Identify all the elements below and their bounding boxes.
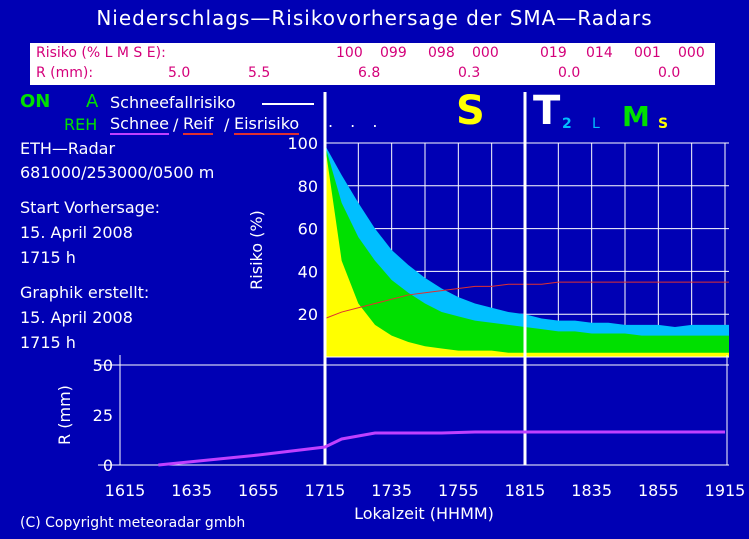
rain-value: 0.3 xyxy=(458,65,481,81)
indicator-l: L xyxy=(592,116,600,132)
risk-summary-bar: Risiko (% L M S E): 100 099 098 000 019 … xyxy=(30,43,715,85)
rain-y-axis-label: R (mm) xyxy=(55,385,74,445)
created-time: 1715 h xyxy=(20,333,76,352)
risk-area-s xyxy=(325,145,729,357)
x-tick-label: 1635 xyxy=(171,481,212,500)
risk-value: 001 xyxy=(634,45,661,61)
on-label: ON xyxy=(20,91,51,112)
chart-title: Niederschlags—Risikovorhersage der SMA—R… xyxy=(96,6,653,30)
indicator-m: M xyxy=(622,100,650,133)
x-tick-label: 1735 xyxy=(371,481,412,500)
rain-value: 5.0 xyxy=(168,65,191,81)
radar-coords: 681000/253000/0500 m xyxy=(20,163,215,182)
x-tick-label: 1835 xyxy=(571,481,612,500)
rain-y-tick-label: 25 xyxy=(93,406,113,425)
indicator-s-small: S xyxy=(658,116,669,132)
risk-value: 098 xyxy=(428,45,455,61)
risk-value: 019 xyxy=(540,45,567,61)
risk-value: 100 xyxy=(336,45,363,61)
rain-label: R (mm): xyxy=(36,65,94,81)
risk-value: 000 xyxy=(472,45,499,61)
rain-line xyxy=(158,430,725,467)
rain-y-tick-label: 0 xyxy=(103,456,113,475)
forecast-start-date: 15. April 2008 xyxy=(20,223,133,242)
radar-name: ETH—Radar xyxy=(20,139,116,158)
rain-value: 5.5 xyxy=(248,65,271,81)
risk-value: 014 xyxy=(586,45,613,61)
risk-y-tick-label: 80 xyxy=(298,177,318,196)
indicator-dots: . . . xyxy=(328,112,384,131)
x-axis-label: Lokalzeit (HHMM) xyxy=(354,504,494,523)
rain-value: 0.0 xyxy=(658,65,681,81)
forecast-start-time: 1715 h xyxy=(20,248,76,267)
forecast-start-label: Start Vorhersage: xyxy=(20,198,161,217)
eis-legend-label: Eisrisiko xyxy=(234,114,300,135)
x-tick-label: 1715 xyxy=(305,481,346,500)
risk-area-m xyxy=(325,145,729,357)
risk-y-tick-label: 100 xyxy=(287,134,318,153)
x-tick-label: 1655 xyxy=(238,481,279,500)
legend-slash: / xyxy=(173,115,179,134)
rain-y-tick-label: 50 xyxy=(93,356,113,375)
risk-y-axis-label: Risiko (%) xyxy=(247,210,266,290)
x-tick-label: 1755 xyxy=(438,481,479,500)
x-tick-label: 1815 xyxy=(505,481,546,500)
snowfall-legend-line xyxy=(262,103,314,105)
legend-slash: / xyxy=(224,115,230,134)
created-date: 15. April 2008 xyxy=(20,308,133,327)
risk-label: Risiko (% L M S E): xyxy=(36,45,166,61)
created-label: Graphik erstellt: xyxy=(20,283,150,302)
ice-risk-line xyxy=(324,281,729,319)
risk-value: 000 xyxy=(678,45,705,61)
schnee-legend-label: Schnee xyxy=(110,114,169,135)
indicator-s: S xyxy=(456,88,485,134)
x-tick-label: 1615 xyxy=(105,481,146,500)
x-tick-label: 1855 xyxy=(638,481,679,500)
rain-value: 6.8 xyxy=(358,65,381,81)
indicator-t-sub: 2 xyxy=(562,116,572,132)
a-label: A xyxy=(86,91,99,112)
x-tick-label: 1915 xyxy=(705,481,746,500)
risk-y-tick-label: 20 xyxy=(298,305,318,324)
risk-y-tick-label: 40 xyxy=(298,262,318,281)
copyright: (C) Copyright meteoradar gmbh xyxy=(20,515,246,531)
risk-y-tick-label: 60 xyxy=(298,220,318,239)
snowfall-legend-label: Schneefallrisiko xyxy=(110,93,236,112)
reh-label: REH xyxy=(64,115,98,134)
indicator-t: T xyxy=(533,88,561,134)
rain-value: 0.0 xyxy=(558,65,581,81)
reif-legend-label: Reif xyxy=(183,114,214,135)
risk-value: 099 xyxy=(380,45,407,61)
